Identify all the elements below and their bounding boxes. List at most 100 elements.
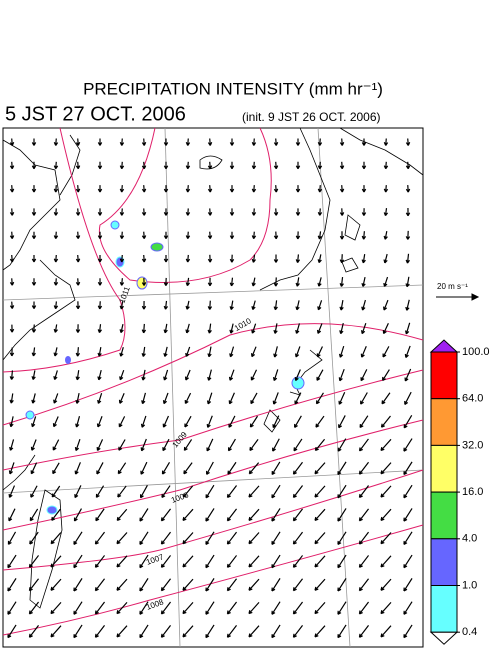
wind-arrow <box>251 185 257 193</box>
wind-arrow <box>361 299 366 311</box>
colorbar-tick-label: 0.4 <box>462 626 477 638</box>
wind-arrow <box>141 300 147 310</box>
wind-arrow <box>337 578 347 592</box>
wind-arrow <box>75 301 81 310</box>
valid-time: 5 JST 27 OCT. 2006 <box>5 103 186 125</box>
wind-arrow <box>271 461 281 476</box>
colorbar-tick-label: 100.0 <box>462 346 490 358</box>
wind-arrow <box>119 208 125 216</box>
wind-arrow <box>163 369 169 381</box>
coastline <box>2 454 36 491</box>
wind-arrow <box>185 254 191 263</box>
wind-arrow <box>75 185 81 193</box>
wind-arrow <box>228 369 235 381</box>
wind-arrow <box>339 322 344 335</box>
wind-arrow <box>229 323 234 334</box>
wind-arrow <box>139 508 149 522</box>
wind-arrow <box>381 392 391 405</box>
wind-arrow <box>31 324 37 333</box>
wind-arrow <box>271 531 281 545</box>
wind-arrow <box>251 208 257 216</box>
wind-arrow <box>272 438 280 452</box>
wind-arrow <box>229 277 235 287</box>
wind-arrow <box>162 415 170 428</box>
wind-arrow <box>317 185 323 193</box>
wind-arrow <box>316 369 324 381</box>
wind-arrow <box>315 415 325 428</box>
wind-arrow <box>53 278 59 286</box>
precip-cell <box>46 505 58 515</box>
wind-arrow <box>250 392 258 405</box>
wind-arrow <box>207 138 213 146</box>
isobar <box>98 127 272 283</box>
wind-arrow <box>295 208 301 216</box>
wind-arrow <box>119 369 125 381</box>
precip-cell <box>115 256 125 268</box>
wind-arrow <box>226 601 238 615</box>
wind-arrow <box>251 254 257 263</box>
wind-arrow <box>403 531 413 545</box>
wind-arrow <box>337 484 347 499</box>
wind-arrow <box>31 161 37 170</box>
wind-arrow <box>405 185 411 193</box>
wind-arrow <box>361 161 367 170</box>
wind-arrow <box>163 208 169 216</box>
wind-arrow <box>116 532 128 545</box>
wind-arrow <box>9 347 15 357</box>
wind-arrow <box>358 485 370 499</box>
wind-arrow <box>337 438 347 452</box>
wind-arrow <box>295 277 300 287</box>
wind-arrow <box>97 324 103 333</box>
wind-arrow <box>380 532 392 545</box>
wind-arrow <box>139 554 149 569</box>
wind-arrow <box>30 439 37 451</box>
wind-arrow <box>75 231 81 240</box>
wind-arrow <box>314 508 326 521</box>
wind-arrow <box>339 208 345 216</box>
wind-arrow <box>141 323 147 334</box>
wind-arrow <box>161 485 171 498</box>
wind-arrow <box>182 555 194 568</box>
wind-arrow <box>251 231 257 240</box>
wind-arrow <box>403 461 413 476</box>
wind-arrow <box>8 508 16 522</box>
wind-arrow <box>50 625 62 638</box>
wind-arrow <box>95 485 105 498</box>
colorbar-band <box>430 491 458 540</box>
isobar <box>2 419 424 531</box>
wind-arrow <box>75 393 80 404</box>
wind-arrow <box>314 485 326 498</box>
wind-arrow <box>337 531 347 545</box>
wind-arrow <box>73 508 82 522</box>
wind-arrow <box>53 324 58 333</box>
wind-arrow <box>185 138 191 146</box>
wind-arrow <box>314 462 326 475</box>
wind-arrow <box>53 185 59 193</box>
wind-arrow <box>184 415 192 428</box>
wind-arrow <box>337 601 347 615</box>
wind-arrow <box>139 578 149 592</box>
wind-arrow <box>361 254 366 264</box>
wind-arrow <box>339 254 345 264</box>
wind-arrow <box>206 415 213 428</box>
wind-arrow <box>207 185 213 193</box>
wind-arrow <box>53 231 59 240</box>
wind-arrow <box>75 370 80 381</box>
wind-arrow <box>182 602 194 615</box>
reference-vector-label: 20 m s⁻¹ <box>437 282 468 291</box>
wind-arrow <box>226 555 238 568</box>
wind-arrow <box>361 185 367 193</box>
wind-arrow <box>338 368 345 382</box>
wind-arrow <box>360 369 368 382</box>
latitude-line <box>2 284 424 301</box>
wind-arrow <box>160 508 172 522</box>
map-frame <box>2 127 424 648</box>
wind-arrow <box>248 485 260 498</box>
wind-arrow <box>162 392 169 405</box>
wind-arrow <box>207 231 213 240</box>
wind-arrow <box>184 369 191 381</box>
wind-arrow <box>116 602 128 615</box>
wind-arrow <box>317 138 323 146</box>
wind-arrow <box>292 531 304 545</box>
wind-arrow <box>383 208 389 217</box>
